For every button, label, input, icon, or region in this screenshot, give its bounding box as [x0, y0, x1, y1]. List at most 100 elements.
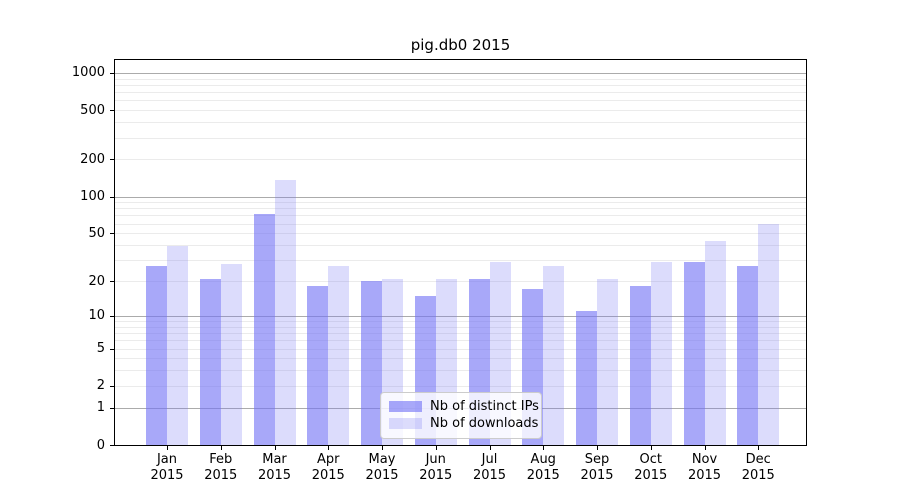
y-tick-label: 500	[80, 102, 105, 118]
minor-gridline	[115, 333, 806, 334]
legend: Nb of distinct IPs Nb of downloads	[380, 392, 542, 439]
y-tick-mark	[110, 281, 115, 282]
y-tick-label: 200	[80, 151, 105, 167]
x-tick-mark	[543, 445, 545, 450]
y-tick-label: 50	[88, 225, 105, 241]
x-tick-mark	[650, 445, 652, 450]
legend-swatch-downloads	[389, 418, 422, 429]
legend-row-downloads: Nb of downloads	[389, 415, 538, 432]
y-tick-mark	[110, 315, 115, 317]
bar-distinct-ips-jan	[146, 265, 167, 445]
bar-downloads-jan	[167, 246, 188, 445]
chart-title: pig.db0 2015	[410, 36, 511, 54]
x-tick-label: Jan 2015	[150, 452, 184, 483]
x-tick-mark	[758, 445, 760, 450]
x-tick-mark	[382, 445, 383, 450]
minor-gridline	[115, 110, 806, 112]
x-tick-mark	[435, 445, 437, 450]
minor-gridline	[115, 385, 806, 387]
major-gridline	[115, 72, 806, 74]
y-tick-mark	[110, 445, 115, 446]
bar-distinct-ips-dec	[737, 265, 759, 445]
major-gridline	[115, 315, 806, 317]
minor-gridline	[115, 84, 806, 86]
bar-downloads-feb	[220, 263, 242, 445]
y-tick-label: 0	[96, 437, 105, 453]
bar-downloads-sep	[597, 278, 618, 445]
bar-downloads-apr	[328, 265, 350, 445]
x-tick-label: Mar 2015	[257, 452, 292, 483]
y-tick-label: 1	[96, 400, 105, 416]
x-tick-label: Nov 2015	[687, 452, 722, 483]
minor-gridline	[115, 202, 806, 204]
y-tick-mark	[110, 348, 115, 350]
bar-distinct-ips-feb	[199, 278, 221, 445]
y-tick-mark	[110, 196, 115, 198]
minor-gridline	[115, 208, 806, 210]
x-tick-label: Dec 2015	[741, 452, 775, 483]
minor-gridline	[115, 78, 806, 80]
minor-gridline	[115, 122, 806, 124]
x-tick-mark	[489, 445, 491, 450]
minor-gridline	[115, 281, 806, 282]
y-tick-mark	[110, 159, 115, 161]
x-tick-label: Oct 2015	[634, 452, 668, 483]
y-tick-mark	[110, 385, 115, 387]
x-tick-mark	[704, 445, 706, 450]
minor-gridline	[115, 159, 806, 161]
y-tick-mark	[110, 110, 115, 112]
bar-distinct-ips-apr	[307, 286, 329, 445]
minor-gridline	[115, 233, 806, 235]
minor-gridline	[115, 348, 806, 350]
x-tick-mark	[328, 445, 330, 450]
x-tick-label: Jun 2015	[419, 452, 453, 483]
x-tick-mark	[220, 445, 222, 450]
y-tick-mark	[110, 72, 115, 74]
minor-gridline	[115, 321, 806, 322]
minor-gridline	[115, 260, 806, 262]
y-tick-label: 20	[88, 273, 105, 289]
y-tick-label: 5	[96, 341, 105, 356]
y-tick-label: 10	[88, 308, 105, 324]
bar-downloads-dec	[758, 223, 780, 445]
legend-label-downloads: Nb of downloads	[430, 416, 539, 431]
bar-downloads-aug	[543, 265, 565, 445]
x-tick-label: Aug 2015	[526, 452, 560, 483]
y-tick-mark	[110, 407, 115, 409]
x-tick-label: May 2015	[365, 452, 399, 483]
y-tick-mark	[110, 233, 115, 235]
x-tick-mark	[274, 445, 276, 450]
bar-downloads-oct	[650, 261, 672, 445]
bar-distinct-ips-may	[361, 281, 382, 445]
major-gridline	[115, 196, 806, 198]
bar-distinct-ips-mar	[253, 213, 275, 445]
legend-label-distinct-ips: Nb of distinct IPs	[430, 399, 539, 414]
legend-swatch-distinct-ips	[389, 401, 422, 412]
minor-gridline	[115, 358, 806, 360]
minor-gridline	[115, 137, 806, 139]
bar-distinct-ips-nov	[683, 261, 705, 445]
minor-gridline	[115, 92, 806, 94]
plot-area: Jan 2015 Feb 2015 Mar 2015 Apr 2015 May 2015…	[72, 59, 807, 483]
bar-downloads-nov	[704, 241, 726, 445]
minor-gridline	[115, 215, 806, 217]
bar-distinct-ips-sep	[576, 311, 597, 445]
y-tick-label: 2	[96, 378, 105, 394]
x-tick-label: Apr 2015	[311, 452, 345, 483]
x-tick-label: Feb 2015	[204, 452, 238, 483]
legend-row-distinct-ips: Nb of distinct IPs	[389, 398, 539, 415]
minor-gridline	[115, 340, 806, 342]
minor-gridline	[115, 245, 806, 246]
y-tick-label: 1000	[71, 65, 105, 81]
x-tick-label: Sep 2015	[580, 452, 614, 483]
minor-gridline	[115, 326, 806, 328]
minor-gridline	[115, 100, 806, 102]
x-tick-label: Jul 2015	[472, 452, 507, 483]
minor-gridline	[115, 370, 806, 372]
minor-gridline	[115, 223, 806, 225]
y-tick-label: 100	[80, 189, 105, 204]
x-tick-mark	[597, 445, 598, 450]
x-tick-mark	[167, 445, 168, 450]
bar-downloads-mar	[274, 180, 296, 445]
